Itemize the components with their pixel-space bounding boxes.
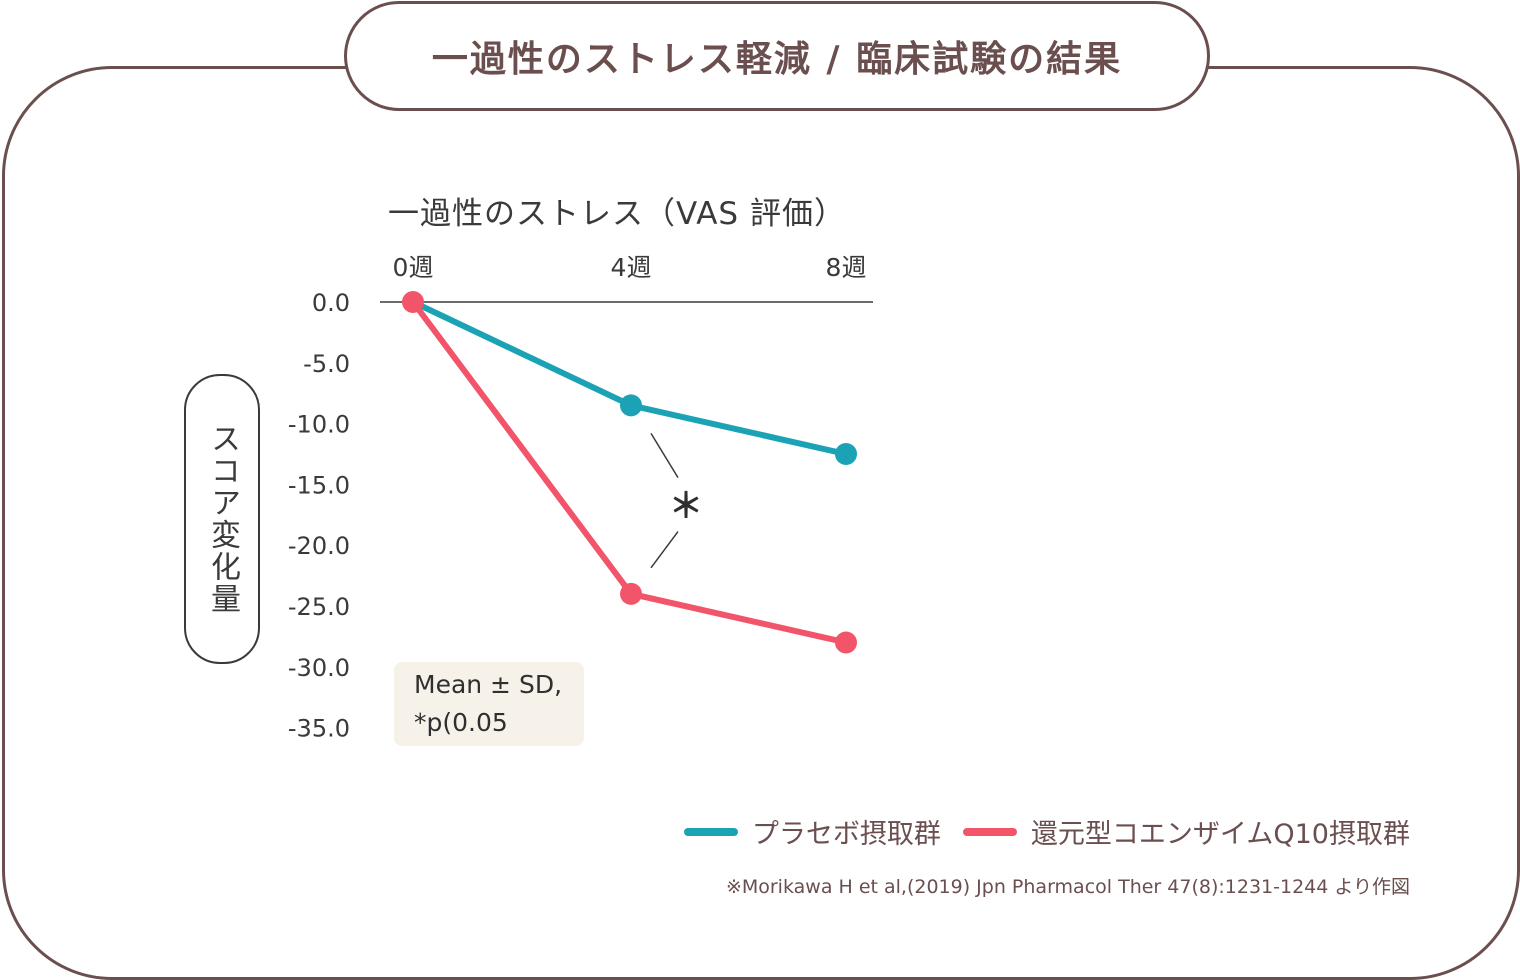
legend: プラセボ摂取群 還元型コエンザイムQ10摂取群 bbox=[683, 812, 1410, 851]
page-title-text: 一過性のストレス軽減 / 臨床試験の結果 bbox=[431, 39, 1123, 80]
legend-item-coq10: 還元型コエンザイムQ10摂取群 bbox=[962, 812, 1410, 851]
stats-note-line-1: Mean ± SD, bbox=[414, 670, 563, 699]
y-axis-label-box: スコア変化量 bbox=[184, 374, 260, 664]
y-tick-label: -5.0 bbox=[303, 350, 350, 378]
x-tick-label: 8週 bbox=[826, 253, 867, 282]
data-point bbox=[620, 582, 642, 605]
data-point bbox=[620, 394, 642, 417]
y-tick-label: -20.0 bbox=[288, 532, 350, 560]
y-axis-label: スコア変化量 bbox=[205, 423, 240, 615]
significance-marker: ＊ bbox=[669, 487, 703, 527]
legend-swatch-coq10 bbox=[962, 827, 1017, 836]
data-point bbox=[835, 631, 857, 654]
legend-label-coq10: 還元型コエンザイムQ10摂取群 bbox=[1030, 819, 1410, 850]
y-tick-label: -35.0 bbox=[288, 715, 350, 743]
x-tick-label: 0週 bbox=[393, 253, 434, 282]
x-tick-label: 4週 bbox=[611, 253, 652, 282]
legend-swatch-placebo bbox=[683, 827, 738, 836]
y-tick-label: -10.0 bbox=[288, 411, 350, 439]
legend-item-placebo: プラセボ摂取群 bbox=[683, 812, 941, 851]
y-tick-label: -30.0 bbox=[288, 654, 350, 682]
legend-label-placebo: プラセボ摂取群 bbox=[751, 819, 941, 850]
y-tick-label: 0.0 bbox=[312, 289, 350, 317]
data-point bbox=[835, 443, 857, 465]
source-citation: ※Morikawa H et al,(2019) Jpn Pharmacol T… bbox=[725, 876, 1410, 898]
data-point bbox=[402, 291, 424, 313]
y-tick-label: -15.0 bbox=[288, 471, 350, 499]
page-title: 一過性のストレス軽減 / 臨床試験の結果 bbox=[344, 1, 1210, 111]
significance-bracket bbox=[650, 432, 679, 478]
series-line bbox=[410, 299, 849, 457]
y-tick-label: -25.0 bbox=[288, 593, 350, 621]
chart-title: 一過性のストレス（VAS 評価） bbox=[388, 196, 846, 232]
stats-note-line-2: *p(0.05 bbox=[414, 708, 508, 737]
stats-note: Mean ± SD, *p(0.05 bbox=[394, 662, 584, 746]
significance-bracket bbox=[650, 531, 679, 569]
